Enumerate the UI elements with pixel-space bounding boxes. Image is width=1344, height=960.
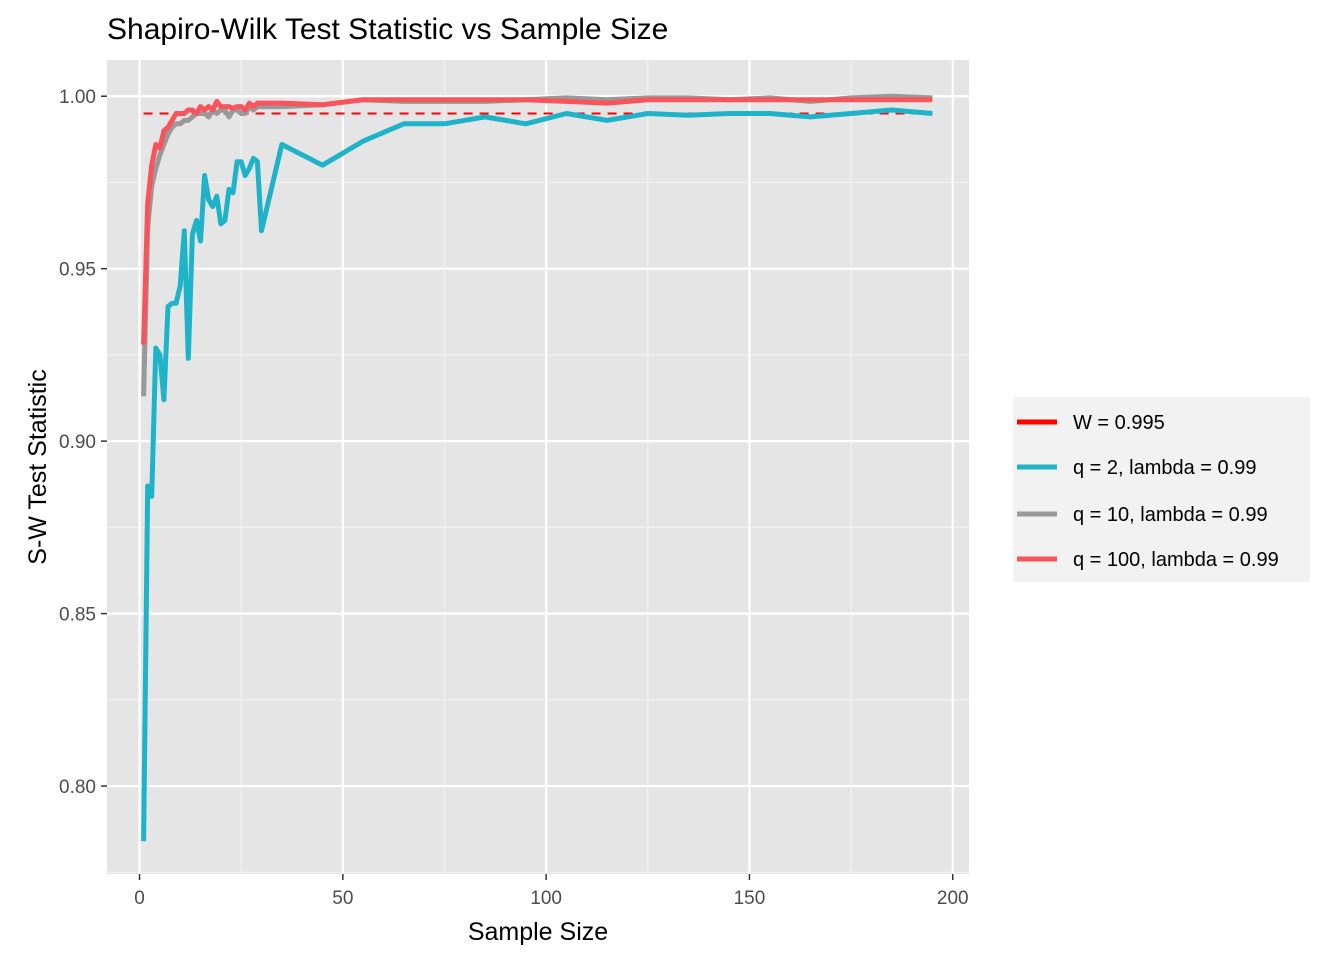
- major-grid: [107, 60, 969, 874]
- y-axis-title: S-W Test Statistic: [24, 369, 52, 564]
- minor-grid: [107, 60, 969, 874]
- legend-background: [1013, 397, 1310, 582]
- legend-label-3: q = 10, lambda = 0.99: [1073, 504, 1268, 526]
- plot-panel: [107, 60, 969, 874]
- series-line-2: [141, 93, 933, 397]
- x-tick-label: 100: [530, 888, 562, 909]
- legend-label-1: W = 0.995: [1073, 412, 1165, 434]
- y-tick-label: 1.00: [59, 87, 96, 108]
- legend: W = 0.995 q = 2, lambda = 0.99 q = 10, lam…: [1013, 397, 1310, 582]
- series-line-1: [141, 107, 933, 842]
- y-tick-label: 0.90: [59, 432, 96, 453]
- series-layer: [141, 93, 933, 842]
- x-tick-label: 150: [734, 888, 766, 909]
- x-tick-label: 200: [937, 888, 969, 909]
- legend-label-4: q = 100, lambda = 0.99: [1073, 549, 1279, 571]
- y-tick-label: 0.80: [59, 777, 96, 798]
- x-axis-title: Sample Size: [468, 918, 608, 946]
- series-line-3: [141, 97, 933, 345]
- x-tick-label: 50: [332, 888, 353, 909]
- y-tick-label: 0.95: [59, 260, 96, 281]
- x-tick-label: 0: [134, 888, 145, 909]
- y-axis: 0.80 0.85 0.90 0.95 1.00: [59, 87, 107, 798]
- x-axis: 0 50 100 150 200: [134, 874, 969, 909]
- y-tick-label: 0.85: [59, 605, 96, 626]
- chart-title: Shapiro-Wilk Test Statistic vs Sample Si…: [107, 13, 668, 46]
- legend-label-2: q = 2, lambda = 0.99: [1073, 457, 1256, 479]
